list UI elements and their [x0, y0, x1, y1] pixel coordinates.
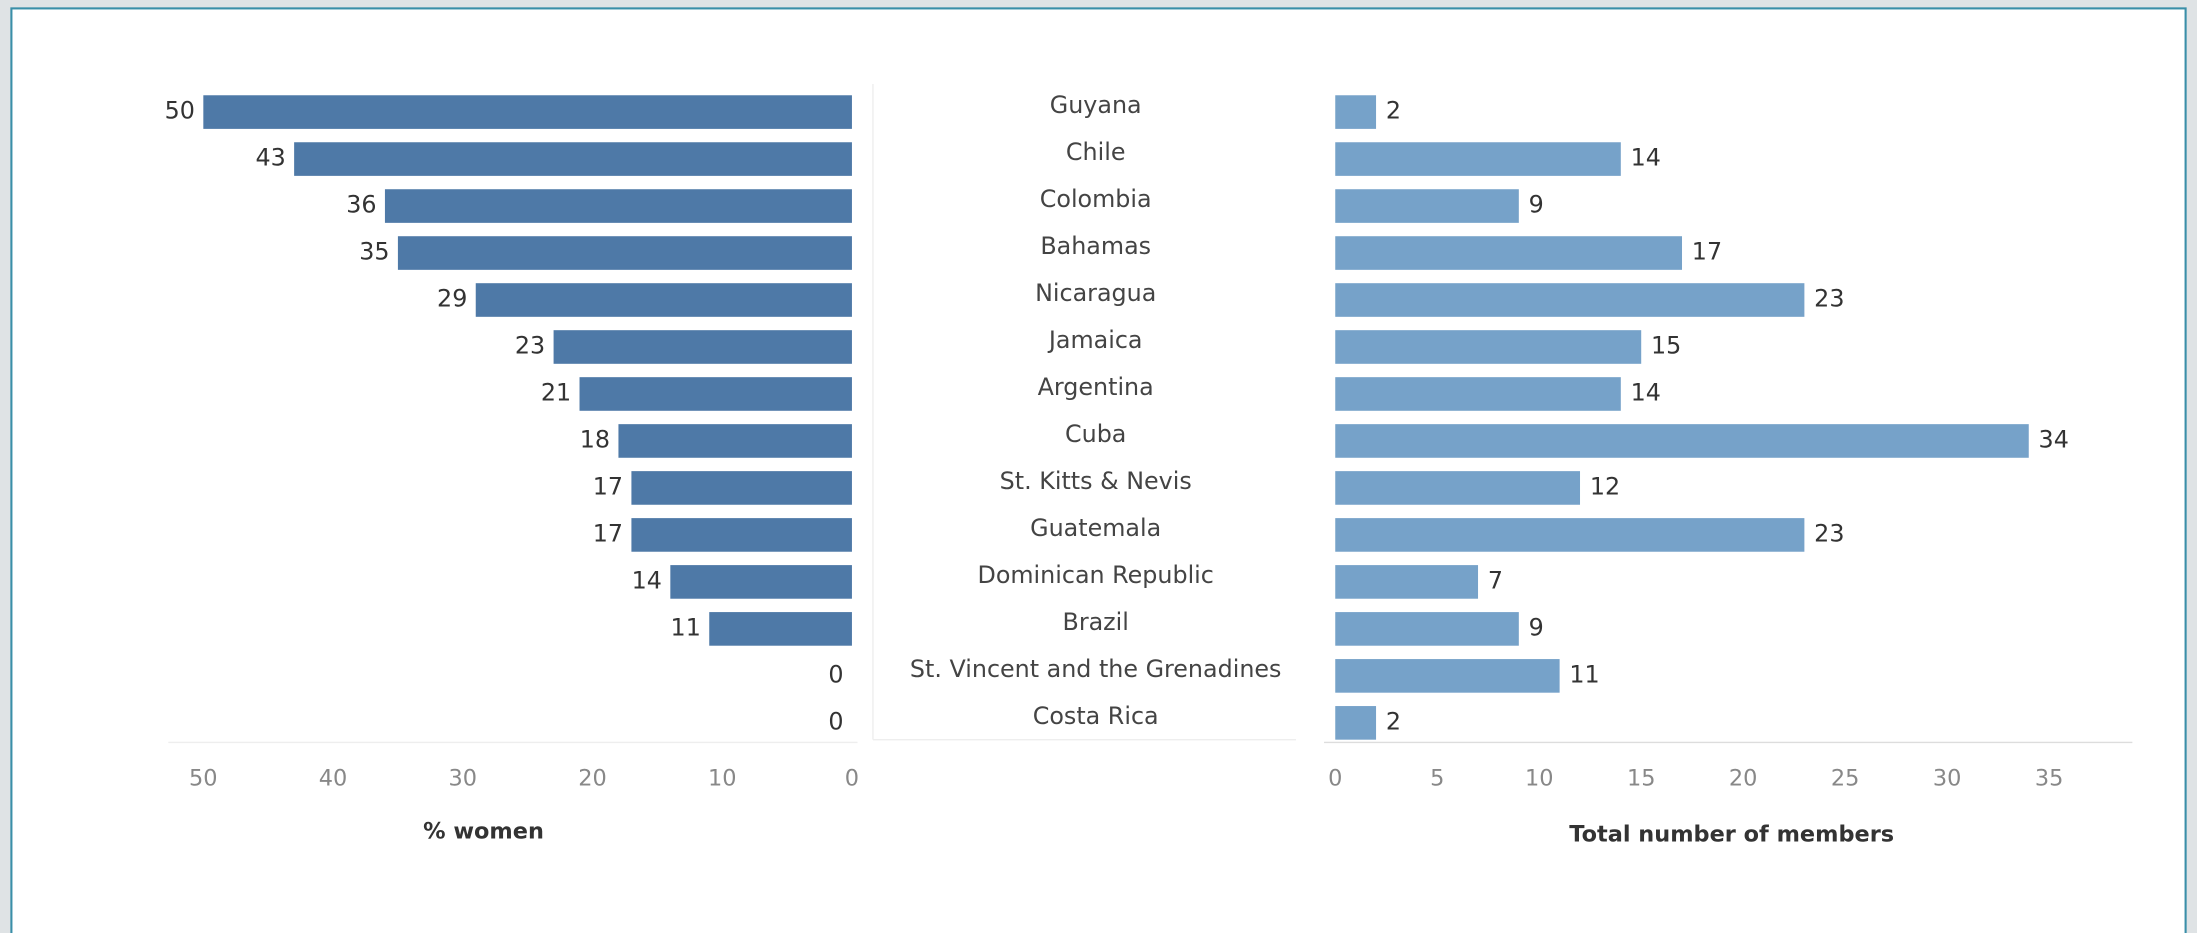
bar	[1335, 377, 1621, 411]
value-label: 2	[1386, 97, 1401, 125]
bar	[1335, 706, 1377, 740]
category-label: St. Vincent and the Grenadines	[910, 655, 1282, 683]
value-label: 17	[1692, 238, 1722, 266]
bar	[294, 142, 852, 176]
bar	[618, 424, 852, 458]
bar	[579, 377, 852, 411]
bar	[384, 189, 852, 223]
bar	[1335, 283, 1805, 317]
value-label: 14	[1631, 144, 1661, 172]
x-tick-label: 15	[1627, 765, 1656, 791]
value-label: 50	[165, 97, 195, 125]
bar	[553, 330, 852, 364]
category-label: Jamaica	[1047, 326, 1143, 354]
x-tick-label: 10	[708, 765, 737, 791]
bar	[1335, 565, 1479, 599]
bar	[1335, 330, 1642, 364]
value-label: 0	[828, 707, 843, 735]
value-label: 14	[632, 566, 662, 594]
category-label: Colombia	[1040, 185, 1152, 213]
bar	[1335, 612, 1519, 646]
value-label: 12	[1590, 472, 1620, 500]
value-label: 11	[1569, 660, 1599, 688]
bar	[670, 565, 852, 599]
value-label: 7	[1488, 566, 1503, 594]
value-label: 9	[1529, 613, 1544, 641]
x-tick-label: 0	[1328, 765, 1342, 791]
bar	[1335, 659, 1560, 693]
category-label: Nicaragua	[1035, 279, 1156, 307]
x-tick-label: 5	[1430, 765, 1444, 791]
value-label: 23	[515, 331, 545, 359]
value-label: 21	[541, 378, 571, 406]
value-label: 29	[437, 285, 467, 313]
category-label: St. Kitts & Nevis	[1000, 467, 1192, 495]
x-tick-label: 20	[1729, 765, 1758, 791]
x-tick-label: 40	[319, 765, 348, 791]
value-label: 23	[1814, 285, 1844, 313]
bar	[475, 283, 852, 317]
value-label: 2	[1386, 707, 1401, 735]
x-tick-label: 0	[845, 765, 859, 791]
value-label: 18	[580, 425, 610, 453]
x-tick-label: 25	[1831, 765, 1860, 791]
value-label: 14	[1631, 378, 1661, 406]
bar	[203, 95, 852, 129]
value-label: 17	[593, 519, 623, 547]
bar	[709, 612, 852, 646]
value-label: 15	[1651, 331, 1681, 359]
bar	[1335, 518, 1805, 552]
x-tick-label: 20	[578, 765, 607, 791]
value-label: 11	[671, 613, 701, 641]
bar	[1335, 424, 2029, 458]
category-label: Chile	[1066, 138, 1126, 166]
bar	[1335, 189, 1519, 223]
category-label: Brazil	[1062, 608, 1128, 636]
bar	[1335, 95, 1377, 129]
category-label: Dominican Republic	[978, 561, 1214, 589]
bar	[1335, 471, 1581, 505]
value-label: 43	[255, 144, 285, 172]
value-label: 17	[593, 472, 623, 500]
category-label: Bahamas	[1040, 232, 1151, 260]
value-label: 9	[1529, 191, 1544, 219]
category-label: Argentina	[1038, 373, 1154, 401]
category-label: Guatemala	[1030, 514, 1161, 542]
x-tick-label: 35	[2035, 765, 2064, 791]
value-label: 35	[359, 238, 389, 266]
value-label: 23	[1814, 519, 1844, 547]
category-label: Costa Rica	[1033, 702, 1159, 730]
x-axis-title: % women	[423, 819, 544, 845]
x-tick-label: 30	[1933, 765, 1962, 791]
category-label: Cuba	[1065, 420, 1126, 448]
bar	[1335, 142, 1621, 176]
x-tick-label: 10	[1525, 765, 1554, 791]
bar	[397, 236, 852, 270]
value-label: 34	[2039, 425, 2069, 453]
x-tick-label: 50	[189, 765, 218, 791]
x-axis-title: Total number of members	[1569, 821, 1894, 847]
bar	[631, 518, 852, 552]
bar	[631, 471, 852, 505]
value-label: 36	[346, 191, 376, 219]
bar	[1335, 236, 1683, 270]
category-label: Guyana	[1050, 91, 1142, 119]
value-label: 0	[828, 660, 843, 688]
x-tick-label: 30	[449, 765, 478, 791]
